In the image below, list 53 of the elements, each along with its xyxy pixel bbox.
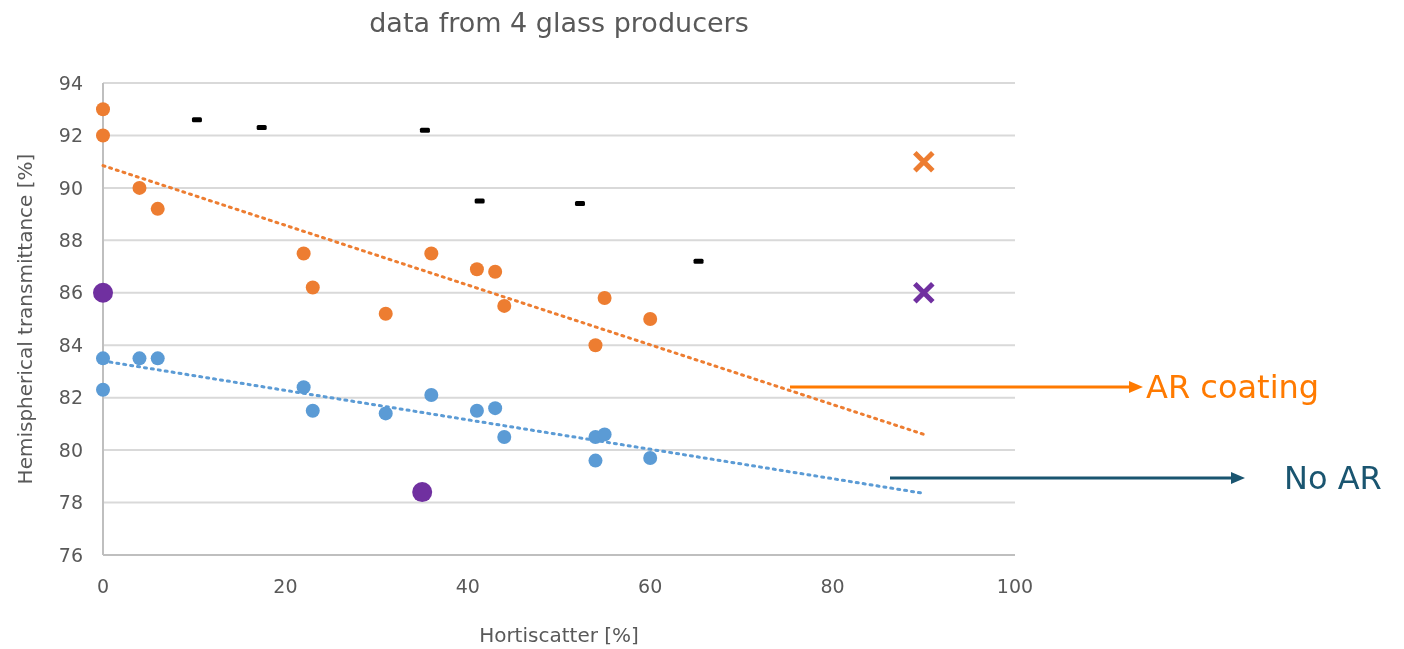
point: [424, 388, 439, 403]
x-tick-label: 100: [996, 575, 1034, 597]
point: [488, 264, 503, 279]
point: [597, 291, 612, 306]
point: [597, 427, 612, 442]
point: [296, 246, 311, 261]
point: [912, 281, 936, 305]
x-axis-title: Hortiscatter [%]: [479, 623, 639, 647]
x-tick-label: 40: [455, 575, 480, 597]
y-axis-title: Hemispherical transmittance [%]: [13, 153, 37, 485]
point: [96, 382, 110, 397]
point: [305, 280, 320, 295]
point: [96, 102, 110, 117]
y-tick-label: 82: [58, 386, 83, 409]
point: [296, 380, 311, 395]
x-tick-label: 20: [273, 575, 298, 597]
point: [378, 306, 393, 321]
y-tick-label: 76: [58, 543, 83, 566]
x-tick-label: 80: [820, 575, 845, 597]
y-tick-label: 78: [58, 491, 83, 514]
y-tick-label: 88: [58, 228, 83, 251]
point: [497, 298, 512, 313]
x-tick-label: 0: [96, 575, 110, 597]
point: [588, 338, 603, 353]
point: [150, 351, 165, 366]
point: [96, 351, 110, 366]
point: [132, 180, 147, 195]
text: No AR: [1284, 459, 1382, 498]
point: [588, 453, 603, 468]
point: [150, 201, 165, 216]
point: [469, 403, 484, 418]
point: [93, 282, 113, 303]
point: [497, 430, 512, 444]
point: [912, 150, 936, 174]
point: [305, 403, 320, 418]
point: [132, 351, 147, 366]
point: [469, 262, 484, 277]
point: [412, 482, 433, 503]
point: [643, 312, 658, 326]
chart-title: data from 4 glass producers: [369, 7, 749, 38]
y-tick-label: 80: [58, 438, 83, 461]
y-tick-label: 92: [58, 124, 83, 147]
y-tick-label: 94: [58, 71, 83, 94]
y-tick-label: 90: [58, 176, 83, 199]
y-tick-label: 84: [58, 333, 83, 356]
x-tick-label: 60: [638, 575, 663, 597]
point: [643, 450, 658, 465]
text: AR coating: [1146, 368, 1320, 407]
point: [96, 128, 110, 143]
point: [424, 246, 439, 261]
y-tick-label: 86: [58, 281, 83, 304]
point: [378, 406, 393, 421]
point: [488, 401, 503, 416]
